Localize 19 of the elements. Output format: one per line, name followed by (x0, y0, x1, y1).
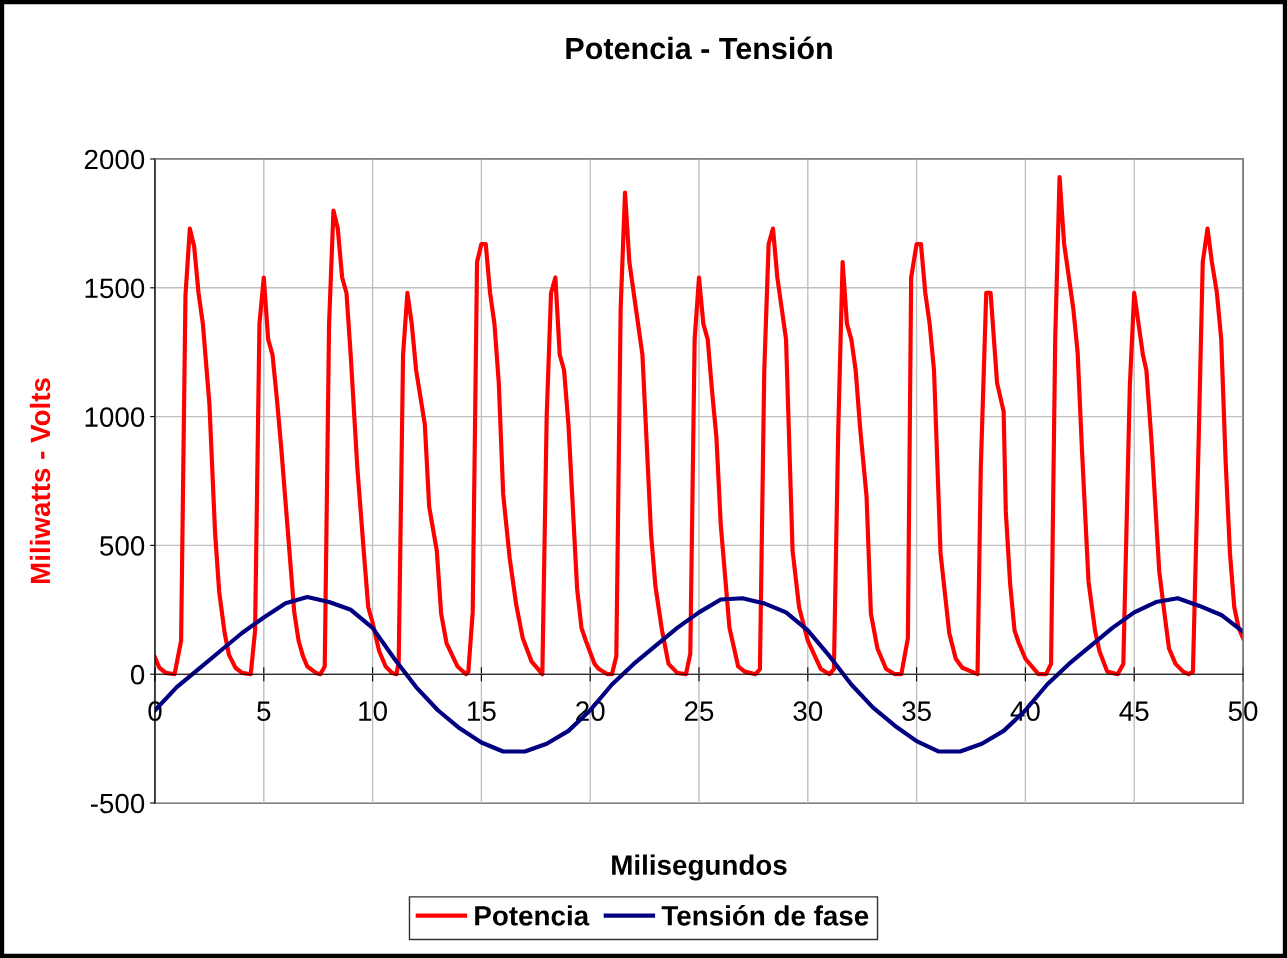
x-tick-label: 10 (359, 701, 387, 721)
x-tick-label: 30 (793, 701, 823, 721)
chart-title: Potencia - Tensión (566, 36, 832, 60)
y-tick-label: 1000 (85, 407, 145, 427)
x-tick-label: 45 (1119, 701, 1149, 721)
legend-label: Tensión de fase (661, 904, 869, 926)
x-tick-label: 35 (902, 701, 931, 721)
x-tick-label: 5 (257, 701, 271, 721)
y-tick-label: 1500 (85, 278, 145, 299)
x-tick-label: 50 (1228, 701, 1258, 721)
y-axis-title: Miliwatts - Volts (29, 378, 51, 584)
x-axis-title: Milisegundos (612, 854, 787, 881)
x-tick-label: 25 (684, 701, 714, 721)
y-tick-label: 0 (130, 664, 145, 685)
y-tick-label: 500 (100, 536, 145, 556)
y-tick-label: 2000 (84, 149, 145, 170)
y-tick-label: -500 (90, 793, 145, 814)
legend-label: Potencia (475, 905, 590, 926)
x-tick-label: 15 (468, 701, 496, 721)
